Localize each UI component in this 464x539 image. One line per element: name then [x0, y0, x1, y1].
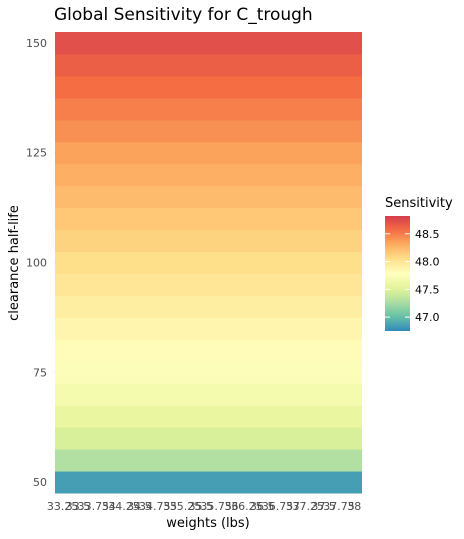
heatmap-row-tile: [55, 471, 362, 494]
y-tick-label: 100: [26, 257, 47, 270]
y-tick-label: 125: [26, 147, 47, 160]
x-tick-label: 35.25: [170, 500, 202, 513]
x-tick-label: 36.5: [250, 500, 275, 513]
x-tick-label: 33.25: [47, 500, 79, 513]
heatmap-row-tile: [55, 427, 362, 450]
heatmap-row-tile: [55, 273, 362, 296]
heatmap-row-tile: [55, 32, 362, 55]
heatmap-row-tile: [55, 405, 362, 428]
x-tick-label: 34.25: [108, 500, 140, 513]
heatmap-row-tile: [55, 53, 362, 77]
legend-tick-label: 47.5: [415, 283, 440, 296]
heatmap-row-tile: [55, 207, 362, 231]
heatmap-row-tile: [55, 229, 362, 253]
x-tick-label: 37.5: [311, 500, 336, 513]
x-tick-label: 37.25: [293, 500, 325, 513]
heatmap-row-tile: [55, 251, 362, 274]
heatmap-row-tile: [55, 383, 362, 406]
heatmap-row-tile: [55, 449, 362, 472]
heatmap-row-tile: [55, 75, 362, 99]
heatmap-row-tile: [55, 163, 362, 187]
heatmap-row-tile: [55, 141, 362, 165]
x-tick-label: 33.75: [78, 500, 110, 513]
x-tick-label: 37.75: [323, 500, 355, 513]
x-axis-title: weights (lbs): [166, 516, 250, 531]
y-tick-label: 50: [33, 476, 47, 489]
heatmap-row-tile: [55, 361, 362, 384]
heatmap-row-tile: [55, 317, 362, 340]
y-axis-ticks: 50 75 100 125 150: [26, 37, 47, 489]
chart-title: Global Sensitivity for C_trough: [54, 5, 313, 25]
x-tick-label: 37: [286, 500, 300, 513]
x-tick-label: 36: [225, 500, 239, 513]
legend-tick-label: 48.0: [415, 256, 440, 269]
heatmap-row-tile: [55, 97, 362, 121]
legend-ticks: 47.0 47.5 48.0 48.5: [385, 228, 440, 324]
x-tick-label: 36.75: [262, 500, 294, 513]
x-tick-label: 35.75: [200, 500, 232, 513]
y-tick-label: 75: [33, 366, 47, 379]
legend-tick-label: 48.5: [415, 228, 440, 241]
x-tick-label: 34: [102, 500, 116, 513]
heatmap-row-tile: [55, 339, 362, 362]
color-legend: Sensitivity 47.0 47.5 48.0 48.5: [385, 196, 453, 331]
x-tick-label: 36.25: [231, 500, 263, 513]
heatmap-row-tile: [55, 295, 362, 318]
x-tick-label: 34.75: [139, 500, 171, 513]
heatmap-row-tile: [55, 119, 362, 143]
legend-colorbar: [385, 216, 410, 331]
legend-tick-label: 47.0: [415, 311, 440, 324]
legend-title: Sensitivity: [385, 196, 453, 211]
heatmap-row-tile: [55, 185, 362, 209]
x-tick-label: 35: [163, 500, 177, 513]
y-axis-title: clearance half-life: [7, 205, 22, 321]
x-axis-ticks: 33.2533.533.753434.2534.534.753535.2535.…: [47, 500, 361, 513]
heatmap-tiles: [55, 32, 362, 494]
x-tick-label: 38: [347, 500, 361, 513]
x-tick-label: 33.5: [66, 500, 91, 513]
x-tick-label: 34.5: [127, 500, 152, 513]
y-tick-label: 150: [26, 37, 47, 50]
x-tick-label: 35.5: [189, 500, 214, 513]
